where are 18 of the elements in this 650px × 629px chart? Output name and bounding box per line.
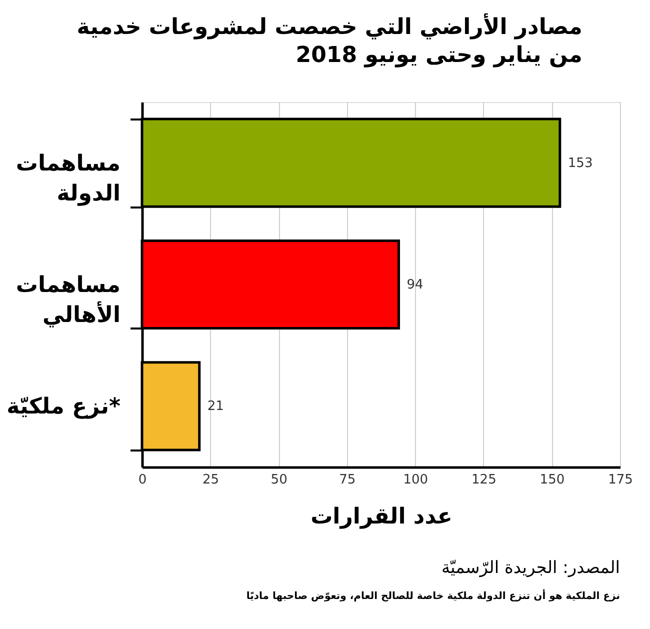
data-label: 94	[406, 278, 424, 292]
x-tick-label: 0	[138, 472, 147, 488]
x-tick-label: 75	[339, 472, 356, 488]
x-tick-label: 50	[270, 472, 288, 488]
text: المصدر: الجريدة الرّسميّة	[441, 558, 620, 578]
data-label: 153	[568, 156, 593, 171]
y-tick-label: مساهمات الأهالي	[16, 273, 120, 328]
text: نزع الملكية هو أن تنزع الدولة ملكية خاصة للصالح العام، وتعوّض صاحبها ماديًا	[246, 589, 620, 602]
data-label: 21	[207, 399, 224, 414]
y-tick-label: مساهمات الدولة	[16, 151, 120, 206]
y-tick-label: نزع ملكيّة*	[6, 394, 121, 420]
x-tick-label: 175	[608, 472, 633, 488]
x-tick-label: 150	[540, 472, 565, 488]
x-tick-label: 100	[403, 472, 428, 488]
chart-title: مصادر الأراضي التي خصصت لمشروعات خدمية من يناير وحتى يونيو 2018	[76, 13, 582, 68]
x-tick-label: 25	[202, 472, 220, 488]
x-axis-title: عدد القرارات	[310, 504, 452, 530]
x-tick-label: 125	[472, 472, 496, 488]
